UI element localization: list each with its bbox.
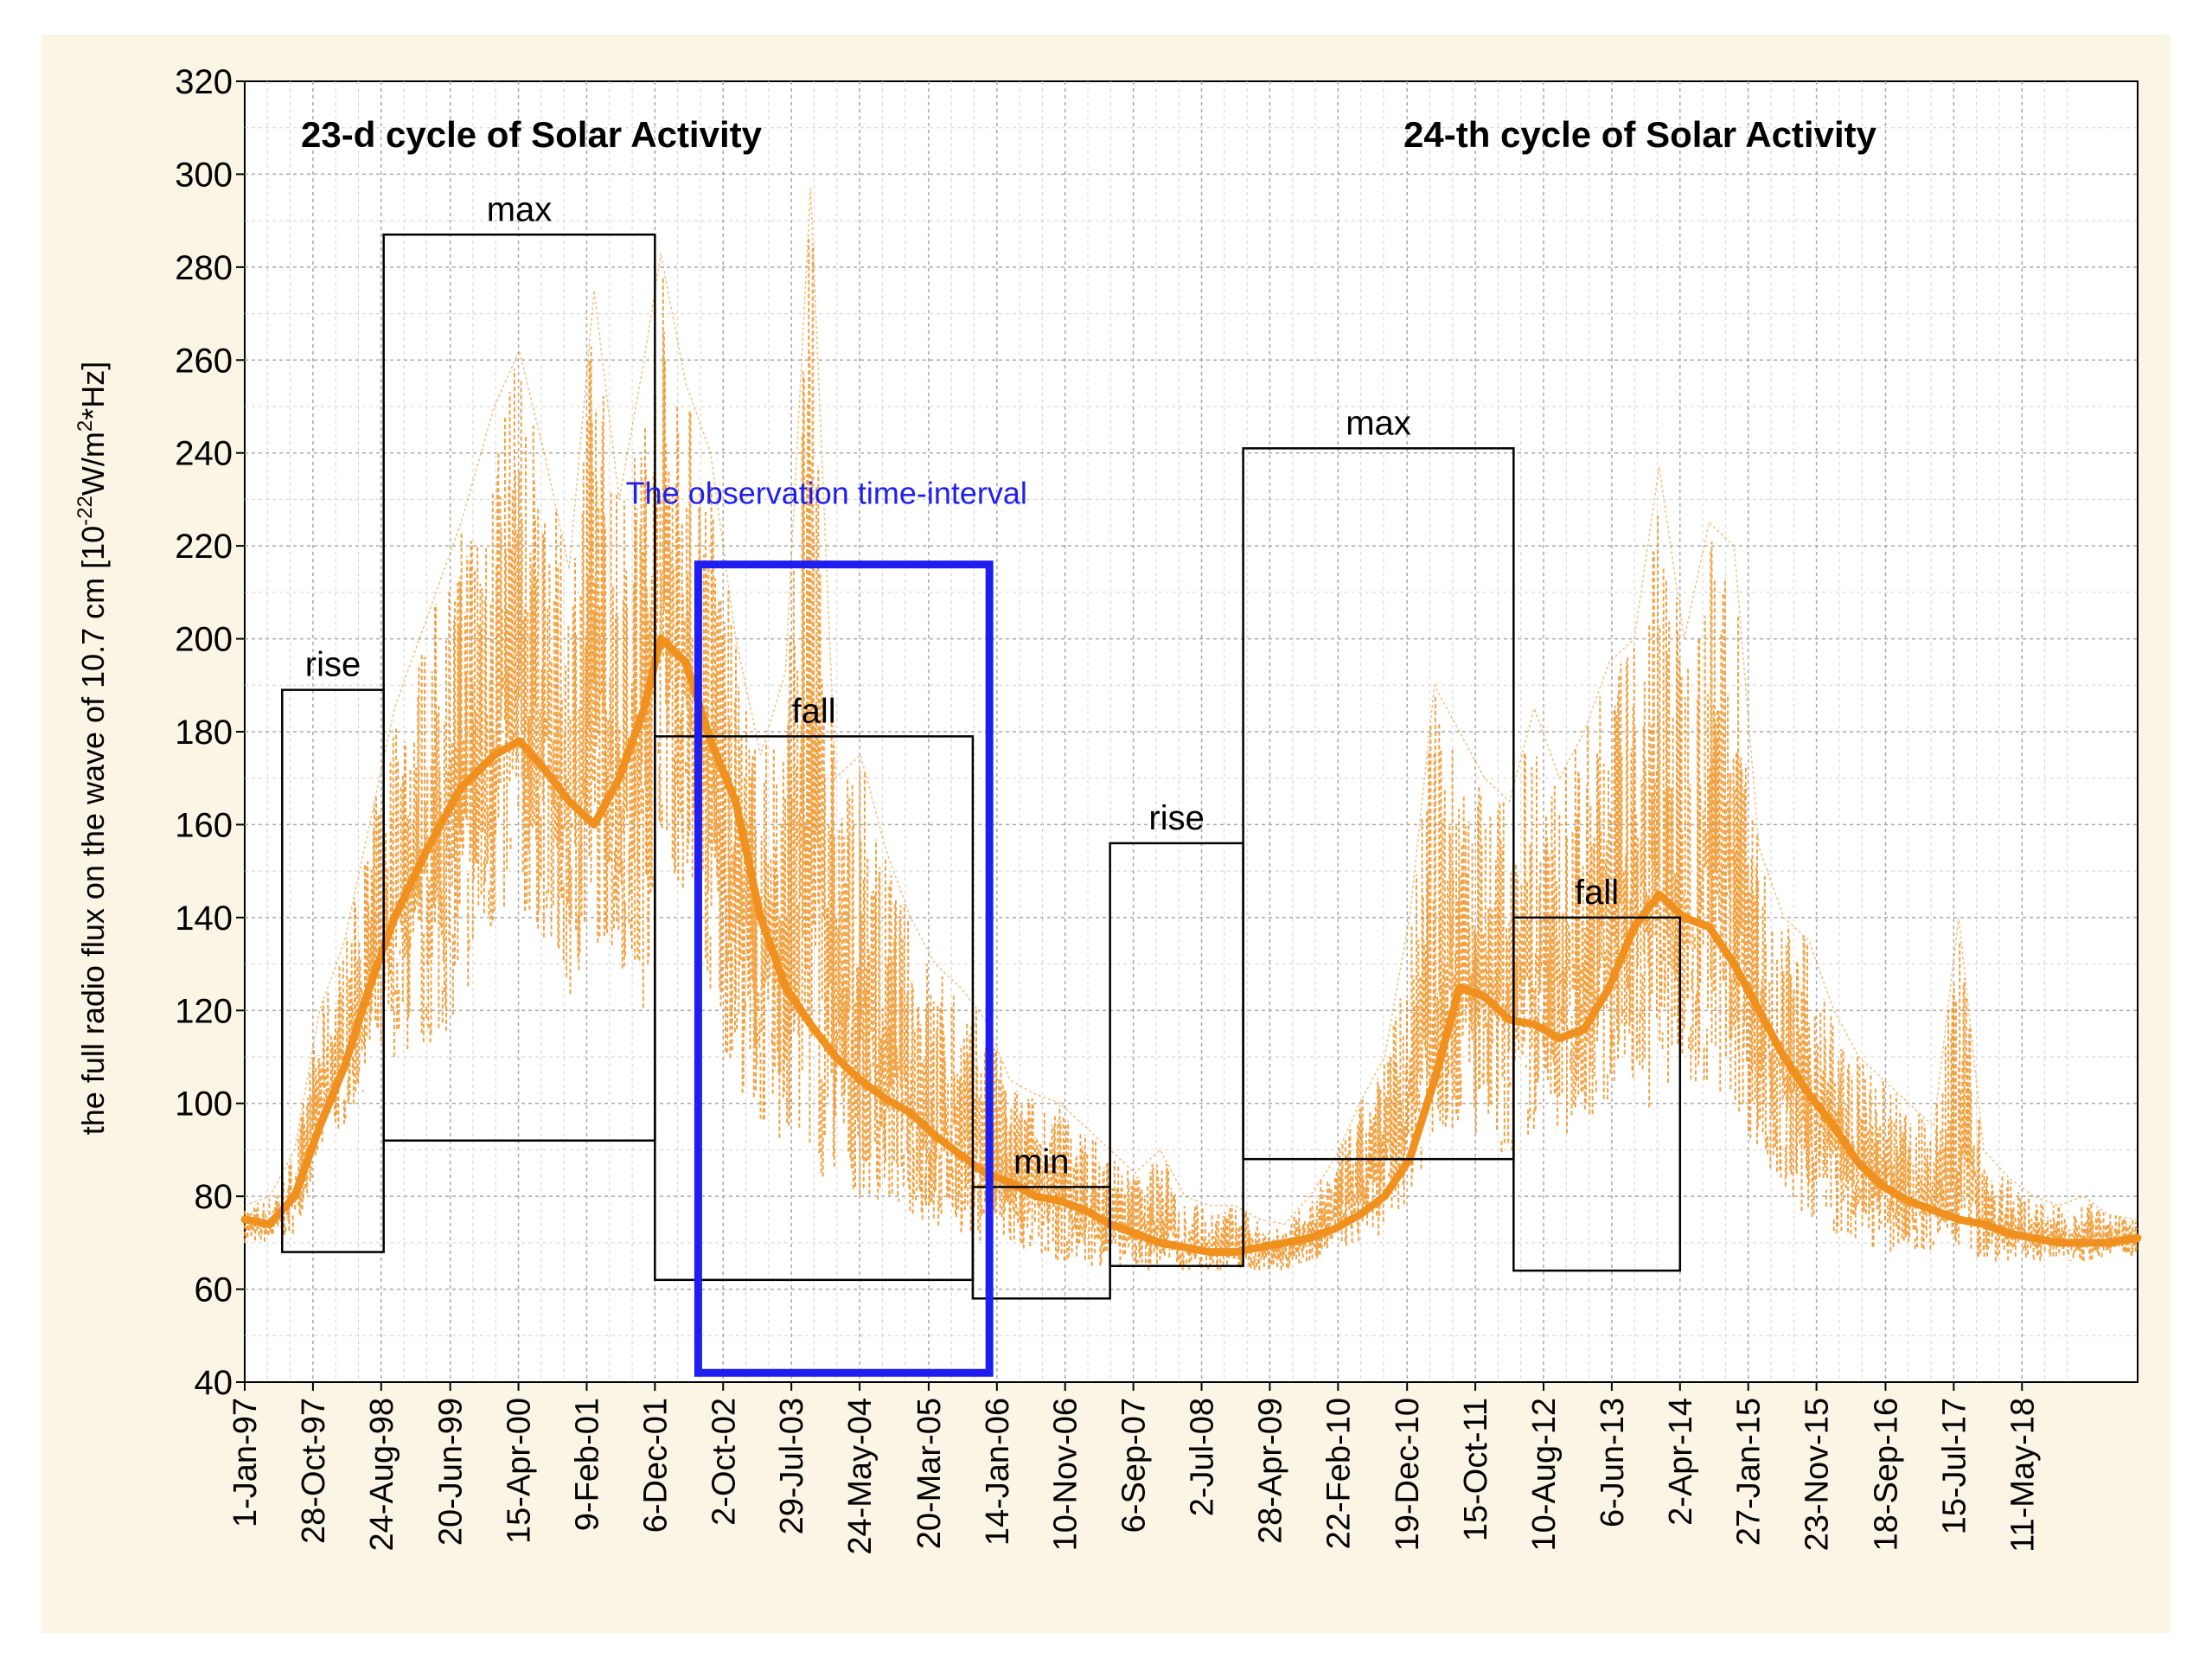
x-tick-label: 14-Jan-06 [980, 1398, 1016, 1546]
x-tick-label: 24-May-04 [842, 1398, 879, 1555]
x-tick-label: 19-Dec-10 [1390, 1398, 1426, 1551]
y-tick-label: 40 [195, 1364, 233, 1402]
x-tick-label: 22-Feb-10 [1320, 1398, 1357, 1549]
y-tick-label: 260 [175, 342, 233, 380]
smoothed-flux-line [240, 635, 2142, 1257]
x-tick-label: 2-Jul-08 [1185, 1398, 1221, 1516]
observation-interval-box [694, 560, 994, 1377]
y-tick-label: 220 [175, 528, 233, 566]
daily-flux-peaks [244, 188, 2138, 1226]
y-tick-label: 160 [175, 806, 233, 844]
x-tick-label: 28-Apr-09 [1252, 1398, 1288, 1544]
observation-interval-label: The observation time-interval [626, 476, 1027, 511]
phase-label-rise: rise [1148, 799, 1204, 837]
x-tick-label: 2-Oct-02 [706, 1398, 742, 1526]
x-tick-label: 6-Jun-13 [1595, 1398, 1631, 1527]
phase-label-fall: fall [1575, 874, 1619, 912]
x-tick-label: 6-Dec-01 [637, 1398, 674, 1533]
y-tick-label: 80 [195, 1178, 233, 1216]
y-tick-label: 180 [175, 714, 233, 752]
x-tick-label: 11-May-18 [2004, 1398, 2041, 1553]
y-tick-label: 280 [175, 249, 233, 287]
y-axis-label: the full radio flux on the wave of 10.7 … [74, 362, 111, 1135]
x-tick-label: 1-Jan-97 [227, 1398, 264, 1527]
y-axis: 40 60 80 100 120 140 160 180 200 220 240 260 280 300 3… [175, 63, 245, 1402]
title-cycle-23: 23-d cycle of Solar Activity [301, 114, 763, 155]
x-tick-label: 23-Nov-15 [1800, 1398, 1836, 1551]
x-tick-label: 20-Jun-99 [433, 1398, 470, 1546]
x-tick-label: 9-Feb-01 [569, 1398, 605, 1531]
y-tick-label: 60 [195, 1271, 233, 1309]
phase-box-fall [654, 735, 975, 1282]
phase-label-fall: fall [792, 692, 836, 730]
phase-label-max: max [1346, 404, 1411, 442]
x-tick-label: 15-Oct-11 [1458, 1398, 1494, 1541]
x-tick-label: 18-Sep-16 [1868, 1398, 1904, 1551]
chart-frame: 40 60 80 100 120 140 160 180 200 220 240 260 280 300 3… [42, 35, 2170, 1633]
phase-boxes: rise max fall min rise max fall The observation… [281, 190, 1682, 1377]
x-tick-label: 10-Aug-12 [1526, 1398, 1563, 1551]
y-tick-label: 240 [175, 435, 233, 473]
x-tick-label: 24-Aug-98 [364, 1398, 400, 1551]
y-tick-label: 140 [175, 900, 233, 938]
y-tick-label: 100 [175, 1085, 233, 1124]
x-tick-label: 6-Sep-07 [1116, 1398, 1153, 1533]
y-tick-label: 120 [175, 992, 233, 1030]
x-tick-label: 29-Jul-03 [774, 1398, 810, 1534]
phase-box-max [1242, 447, 1515, 1161]
y-tick-label: 200 [175, 621, 233, 659]
title-cycle-24: 24-th cycle of Solar Activity [1403, 114, 1877, 155]
chart-svg: 40 60 80 100 120 140 160 180 200 220 240 260 280 300 3… [42, 35, 2170, 1633]
y-tick-label: 320 [175, 63, 233, 101]
phase-box-max [382, 234, 656, 1142]
series-group [240, 188, 2142, 1271]
x-tick-label: 28-Oct-97 [296, 1398, 332, 1544]
phase-box-fall [1512, 916, 1682, 1272]
x-tick-label: 27-Jan-15 [1731, 1398, 1768, 1546]
phase-label-min: min [1013, 1143, 1069, 1181]
phase-label-rise: rise [305, 646, 361, 684]
x-tick-label: 2-Apr-14 [1663, 1398, 1699, 1526]
x-axis: 1-Jan-97 28-Oct-97 24-Aug-98 20-Jun-99 15-Ap… [227, 1382, 2041, 1555]
x-tick-label: 20-Mar-05 [911, 1398, 948, 1549]
x-tick-label: 10-Nov-06 [1048, 1398, 1084, 1551]
x-tick-label: 15-Jul-17 [1936, 1398, 1972, 1534]
phase-label-max: max [487, 190, 553, 228]
x-tick-label: 15-Apr-00 [502, 1398, 538, 1544]
y-tick-label: 300 [175, 156, 233, 194]
